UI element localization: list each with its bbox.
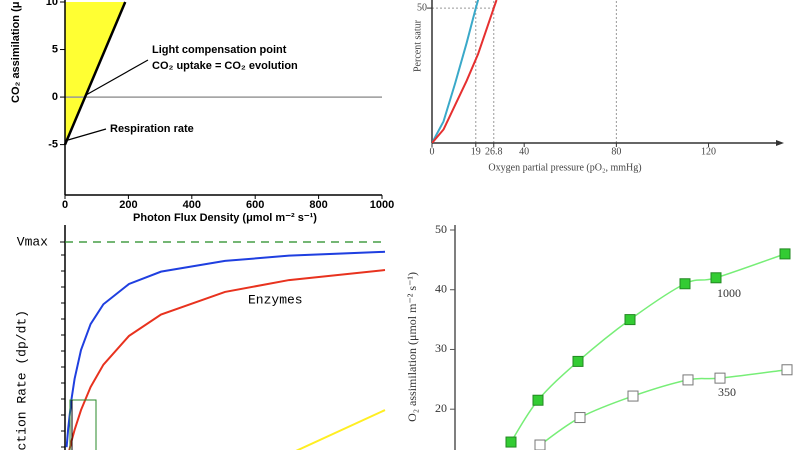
annotation: Light compensation point	[152, 44, 287, 56]
x-tick-label: 400	[183, 199, 201, 211]
y-axis-label: CO₂ assimilation (μ	[10, 2, 22, 103]
x-tick-label: 800	[309, 199, 327, 211]
y-tick-label: 40	[435, 281, 447, 295]
series-line	[63, 1, 127, 146]
y-tick-label: 50	[417, 2, 427, 13]
x-tick-label: 40	[519, 146, 529, 157]
y-tick-label: 50	[435, 222, 447, 236]
data-point	[682, 374, 694, 386]
annotation: CO₂ uptake = CO₂ evolution	[152, 60, 298, 72]
panel-assimilation: 20 30 40 50 O₂ assimilation (μmol m⁻² s⁻¹) 10…	[405, 222, 793, 450]
series-line	[432, 0, 498, 143]
data-point	[710, 272, 722, 284]
data-point	[627, 390, 639, 402]
fit-line	[539, 369, 788, 446]
x-tick-label: 0	[62, 199, 68, 211]
data-point	[624, 314, 636, 326]
data-point	[505, 436, 517, 448]
x-tick-label: 19	[471, 146, 481, 157]
y-tick-label: -5	[48, 139, 58, 151]
data-point	[572, 355, 584, 367]
x-tick-label: 26.8	[485, 146, 503, 157]
annotation: Respiration rate	[110, 123, 194, 135]
series-label: 1000	[717, 286, 741, 300]
x-tick-label: 80	[611, 146, 621, 157]
y-axis-label: O₂ assimilation (μmol m⁻² s⁻¹)	[405, 272, 419, 422]
data-point	[574, 412, 586, 424]
x-tick-label: 200	[119, 199, 137, 211]
pointer	[85, 59, 149, 96]
y-axis-label: ction Rate (dp/dt)	[14, 310, 29, 450]
series-line	[68, 269, 386, 450]
y-tick-label: 20	[435, 401, 447, 415]
series-line	[65, 250, 386, 448]
panel-oxygen: 0 19 26.8 40 80 120 50 Oxygen partial pressure …	[412, 0, 784, 173]
x-axis-label: Photon Flux Density (μmol m⁻² s⁻¹)	[133, 212, 317, 224]
x-tick-label: 120	[701, 146, 716, 157]
series-label: 350	[718, 385, 736, 399]
data-point	[779, 248, 791, 260]
plot-area	[432, 0, 498, 143]
x-tick-label: 0	[430, 146, 435, 157]
data-point	[534, 439, 546, 450]
y-tick-label: 0	[52, 91, 58, 103]
x-axis-label: Oxygen partial pressure (pO₂, mmHg)	[488, 162, 641, 173]
series-line	[295, 409, 386, 450]
y-tick-label: 30	[435, 341, 447, 355]
x-tick-label: 1000	[370, 199, 394, 211]
data-point	[781, 364, 793, 376]
series-line	[432, 0, 480, 143]
y-tick-label: 10	[46, 0, 58, 8]
panel-photosynthesis: 0 200 400 600 800 1000 -5 0 5 10 Photon Flux Densi…	[10, 0, 394, 224]
panel-enzymes: Vmax ction Rate (dp/dt) Enzymes	[14, 225, 386, 450]
pointer	[67, 128, 107, 141]
zoom-box	[69, 399, 97, 450]
annotation: Enzymes	[248, 292, 303, 307]
y-tick-label: 5	[52, 43, 58, 55]
data-point	[679, 278, 691, 290]
y-axis-label: Percent satur	[412, 19, 423, 72]
data-point	[714, 372, 726, 384]
fit-line	[510, 253, 786, 443]
data-point	[532, 394, 544, 406]
y-tick-label: Vmax	[17, 234, 48, 249]
x-tick-label: 600	[246, 199, 264, 211]
axis-arrow	[776, 140, 784, 146]
